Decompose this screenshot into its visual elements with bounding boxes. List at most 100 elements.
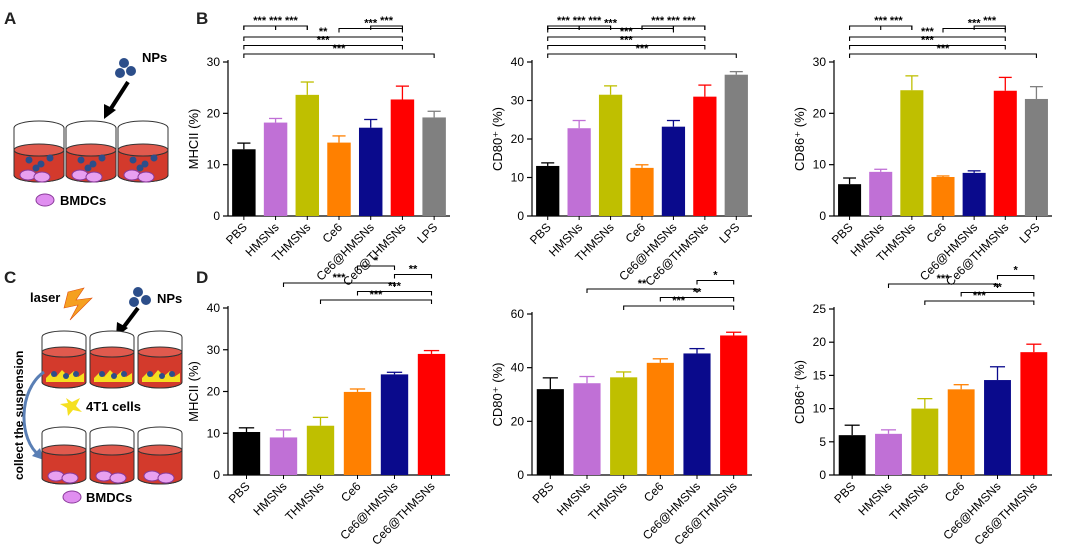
x-tick-label: THMSNs	[282, 479, 326, 523]
bar-ce6@hmsns	[683, 353, 711, 475]
significance-bracket	[243, 53, 435, 58]
significance-bracket	[849, 53, 1037, 58]
bar-pbs	[838, 435, 866, 475]
significance-label: **	[409, 264, 418, 276]
bar-thmsns	[610, 377, 638, 475]
significance-bracket	[887, 283, 999, 288]
significance-bracket	[849, 36, 1006, 41]
y-tick-label: 0	[213, 468, 220, 482]
significance-label: ***	[983, 15, 997, 27]
bar-hmsns	[869, 171, 893, 216]
significance-label: ***	[573, 15, 587, 27]
bmdc-legend-icon	[35, 193, 55, 207]
bar-hmsns	[875, 433, 902, 475]
significance-label: *	[1014, 265, 1019, 277]
y-axis-label: CD80⁺ (%)	[490, 363, 505, 427]
significance-bracket	[996, 274, 1035, 280]
panel-label-a: A	[4, 9, 16, 28]
bar-ce6@hmsns	[661, 126, 686, 216]
y-tick-label: 10	[511, 171, 525, 185]
y-tick-label: 0	[213, 209, 220, 223]
significance-bracket	[547, 36, 706, 41]
bar-ce6	[630, 167, 654, 216]
x-tick-label: Ce6	[338, 479, 364, 505]
significance-bracket	[338, 27, 403, 33]
arrow-icon	[104, 80, 130, 119]
significance-label: ***	[667, 15, 681, 27]
y-tick-label: 0	[517, 468, 524, 482]
bar-ce6	[931, 176, 955, 216]
bmdcs-label: BMDCs	[60, 193, 106, 208]
bar-ce6@thmsns	[390, 99, 415, 216]
significance-bracket	[586, 288, 698, 293]
x-tick-label: LPS	[1017, 220, 1043, 246]
x-tick-label: PBS	[530, 479, 557, 506]
bar-lps	[1024, 98, 1048, 216]
significance-label: ***	[651, 15, 665, 27]
nps-label: NPs	[142, 50, 167, 65]
significance-label: ***	[588, 15, 602, 27]
bar-ce6@hmsns	[380, 374, 409, 475]
significance-bracket	[393, 273, 433, 279]
significance-label: **	[993, 282, 1002, 294]
y-tick-label: 10	[813, 402, 827, 416]
bar-thmsns	[306, 425, 335, 475]
y-tick-label: 15	[813, 368, 827, 382]
collect-suspension-label: collect the suspension	[12, 351, 26, 480]
bar-thmsns	[598, 94, 623, 216]
bmdc-legend-icon	[62, 490, 82, 504]
y-tick-label: 5	[819, 435, 826, 449]
nps-label: NPs	[157, 291, 182, 306]
bar-ce6@hmsns	[962, 172, 986, 216]
significance-bracket	[547, 44, 706, 50]
bar-lps	[422, 117, 446, 216]
x-tick-label: PBS	[829, 220, 856, 247]
y-tick-label: 25	[813, 302, 827, 316]
significance-label: ***	[269, 15, 283, 27]
significance-bracket	[942, 27, 1006, 33]
significance-bracket	[319, 299, 433, 304]
tumor-cells-label: 4T1 cells	[86, 399, 141, 414]
panel-label-b: B	[196, 9, 208, 28]
significance-bracket	[243, 44, 403, 50]
bar-thmsns	[295, 94, 320, 216]
bmdc-well-plate-icon	[41, 426, 183, 485]
y-tick-label: 40	[511, 55, 525, 69]
x-tick-label: Ce6	[641, 479, 667, 505]
bar-hmsns	[263, 122, 288, 216]
well-plate-icon	[13, 120, 169, 183]
bar-thmsns	[900, 90, 924, 216]
bar-ce6	[343, 391, 372, 475]
x-tick-label: LPS	[716, 220, 742, 246]
y-tick-label: 30	[207, 55, 221, 69]
y-tick-label: 30	[207, 343, 221, 357]
significance-label: ***	[968, 18, 982, 30]
significance-bracket	[924, 300, 1035, 305]
significance-label: ***	[937, 273, 951, 285]
significance-label: ***	[380, 15, 394, 27]
panel-label-c: C	[4, 268, 16, 287]
significance-label: ***	[890, 15, 904, 27]
bar-thmsns	[911, 408, 939, 475]
significance-bracket	[547, 27, 674, 33]
significance-label: ***	[364, 18, 378, 30]
bar-ce6@hmsns	[984, 380, 1011, 475]
curved-arrow-head-icon	[32, 448, 44, 460]
significance-bracket	[659, 296, 735, 302]
significance-label: ***	[874, 15, 888, 27]
y-tick-label: 0	[819, 468, 826, 482]
y-tick-label: 10	[207, 158, 221, 172]
bmdcs-label: BMDCs	[86, 490, 132, 505]
x-tick-label: Ce6@THMSNs	[971, 479, 1039, 547]
curved-arrow-icon	[22, 370, 45, 458]
bar-hmsns	[573, 383, 601, 475]
bar-ce6@thmsns	[693, 96, 717, 216]
bar-ce6@hmsns	[358, 127, 383, 216]
significance-bracket	[356, 290, 433, 296]
x-tick-label: Ce6	[623, 220, 649, 246]
y-tick-label: 0	[517, 209, 524, 223]
